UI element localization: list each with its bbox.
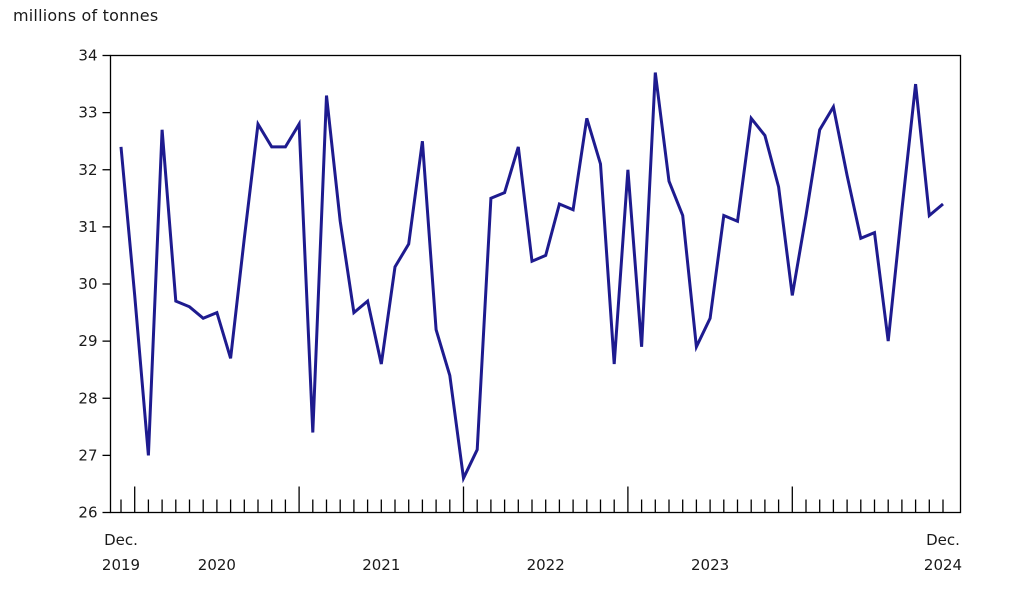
- y-axis-tick-label: 28: [78, 389, 97, 407]
- y-axis-tick-label: 26: [78, 504, 97, 522]
- y-axis-tick-label: 32: [78, 161, 97, 179]
- y-axis-tick-label: 34: [78, 47, 97, 65]
- x-axis-year-label: 2021: [362, 556, 400, 574]
- y-axis-tick-label: 29: [78, 332, 97, 350]
- x-axis-year-label: 2022: [527, 556, 565, 574]
- y-axis-tick-label: 27: [78, 446, 97, 464]
- x-axis-year-label: 2023: [691, 556, 729, 574]
- data-line-series: [119, 72, 944, 484]
- chart-title: millions of tonnes: [13, 6, 159, 25]
- x-axis-label-end-month: Dec.: [926, 531, 960, 549]
- x-axis-year-label: 2020: [198, 556, 236, 574]
- y-axis-tick-label: 31: [78, 218, 97, 236]
- y-axis-tick-label: 33: [78, 104, 97, 122]
- x-axis-label-end-year: 2024: [924, 556, 962, 574]
- x-axis-label-start-month: Dec.: [104, 531, 138, 549]
- y-axis-tick-label: 30: [78, 275, 97, 293]
- x-axis-label-start-year: 2019: [102, 556, 140, 574]
